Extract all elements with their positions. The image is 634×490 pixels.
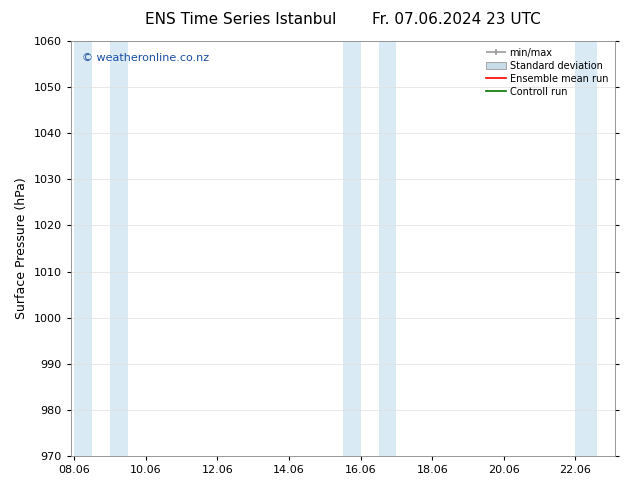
Bar: [343, 41, 361, 456]
Legend: min/max, Standard deviation, Ensemble mean run, Controll run: min/max, Standard deviation, Ensemble me…: [484, 46, 610, 98]
Text: ENS Time Series Istanbul: ENS Time Series Istanbul: [145, 12, 337, 27]
Text: © weatheronline.co.nz: © weatheronline.co.nz: [82, 53, 209, 64]
Y-axis label: Surface Pressure (hPa): Surface Pressure (hPa): [15, 178, 28, 319]
Bar: [378, 41, 396, 456]
Bar: [110, 41, 128, 456]
Bar: [576, 41, 597, 456]
Bar: [74, 41, 92, 456]
Text: Fr. 07.06.2024 23 UTC: Fr. 07.06.2024 23 UTC: [372, 12, 541, 27]
